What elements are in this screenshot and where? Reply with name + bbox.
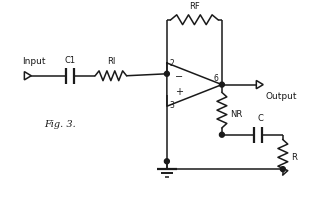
Text: Input: Input	[22, 57, 46, 66]
Circle shape	[164, 71, 169, 76]
Text: NR: NR	[230, 110, 242, 119]
Text: C1: C1	[64, 56, 75, 65]
Text: 6: 6	[213, 74, 219, 83]
Circle shape	[220, 82, 224, 87]
Circle shape	[220, 132, 224, 137]
Text: 2: 2	[169, 59, 174, 68]
Text: +: +	[175, 87, 183, 97]
Text: RF: RF	[189, 2, 200, 11]
Text: C: C	[257, 114, 263, 123]
Circle shape	[164, 159, 169, 164]
Circle shape	[280, 167, 285, 172]
Text: Fig. 3.: Fig. 3.	[44, 120, 76, 129]
Text: 3: 3	[169, 101, 174, 110]
Text: RI: RI	[107, 57, 115, 66]
Text: R: R	[291, 153, 297, 162]
Text: −: −	[175, 72, 183, 82]
Text: Output: Output	[265, 92, 297, 101]
